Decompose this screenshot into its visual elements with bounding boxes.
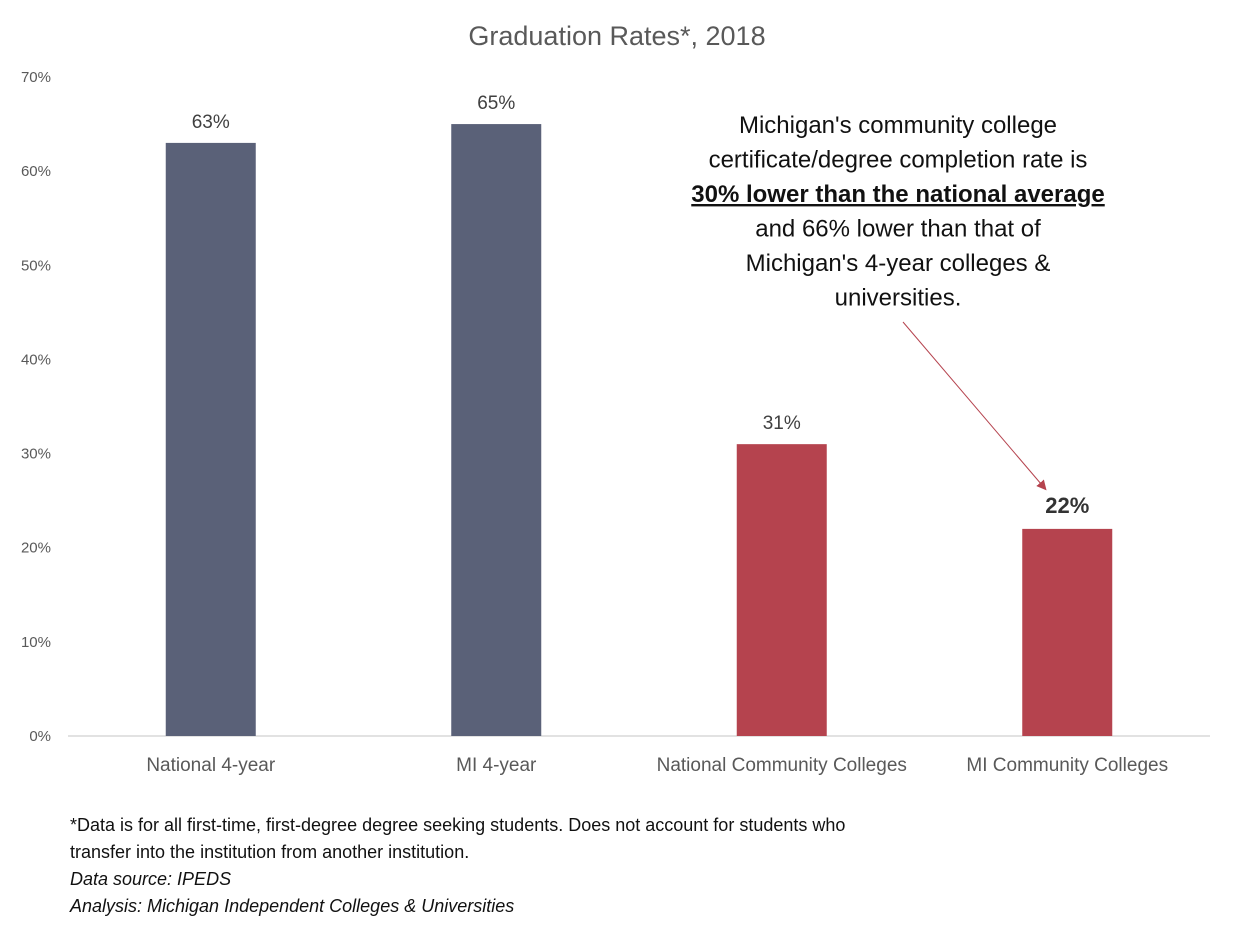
x-tick-label: National Community Colleges — [657, 755, 907, 776]
analysis-credit: Analysis: Michigan Independent Colleges … — [70, 896, 515, 916]
y-tick-label: 30% — [21, 446, 51, 463]
annotation-line: Michigan's 4-year colleges & — [746, 250, 1051, 277]
footnote-line-1: *Data is for all first-time, first-degre… — [70, 815, 846, 835]
x-tick-label: National 4-year — [146, 755, 276, 776]
bar-value-label: 22% — [1045, 493, 1089, 518]
footnote: *Data is for all first-time, first-degre… — [70, 812, 1070, 920]
y-tick-label: 40% — [21, 351, 51, 368]
y-axis: 0% 10% 20% 30% 40% 50% 60% 70% — [21, 69, 51, 745]
y-tick-label: 0% — [29, 728, 51, 745]
y-tick-label: 70% — [21, 69, 51, 86]
bar — [165, 142, 256, 736]
bar-value-labels: 63% 65% 31% 22% — [192, 93, 1090, 518]
bar-value-label: 65% — [477, 93, 515, 114]
bar-chart: Graduation Rates*, 2018 0% 10% 20% 30% 40% 50… — [21, 21, 1210, 776]
y-tick-label: 10% — [21, 634, 51, 651]
annotation-line: certificate/degree completion rate is — [709, 147, 1088, 174]
bars — [165, 124, 1113, 737]
y-tick-label: 50% — [21, 257, 51, 274]
footnote-line-2: transfer into the institution from anoth… — [70, 842, 470, 862]
bar-value-label: 63% — [192, 112, 230, 133]
annotation-emphasis: 30% lower than the national average — [691, 181, 1104, 208]
annotation-callout: Michigan's community college certificate/… — [691, 112, 1105, 491]
annotation-line: Michigan's community college — [739, 112, 1057, 139]
annotation-arrow — [902, 321, 1047, 491]
bar — [736, 444, 827, 736]
x-tick-label: MI Community Colleges — [966, 755, 1168, 776]
x-axis-labels: National 4-year MI 4-year National Communi… — [146, 755, 1168, 776]
bar-value-label: 31% — [763, 413, 801, 434]
bar — [1022, 528, 1113, 736]
x-tick-label: MI 4-year — [456, 755, 537, 776]
chart-title: Graduation Rates*, 2018 — [468, 21, 765, 51]
annotation-line: and 66% lower than that of — [755, 216, 1041, 243]
data-source: Data source: IPEDS — [70, 869, 232, 889]
y-tick-label: 20% — [21, 540, 51, 557]
bar — [451, 124, 542, 737]
y-tick-label: 60% — [21, 163, 51, 180]
annotation-line: universities. — [835, 285, 962, 312]
